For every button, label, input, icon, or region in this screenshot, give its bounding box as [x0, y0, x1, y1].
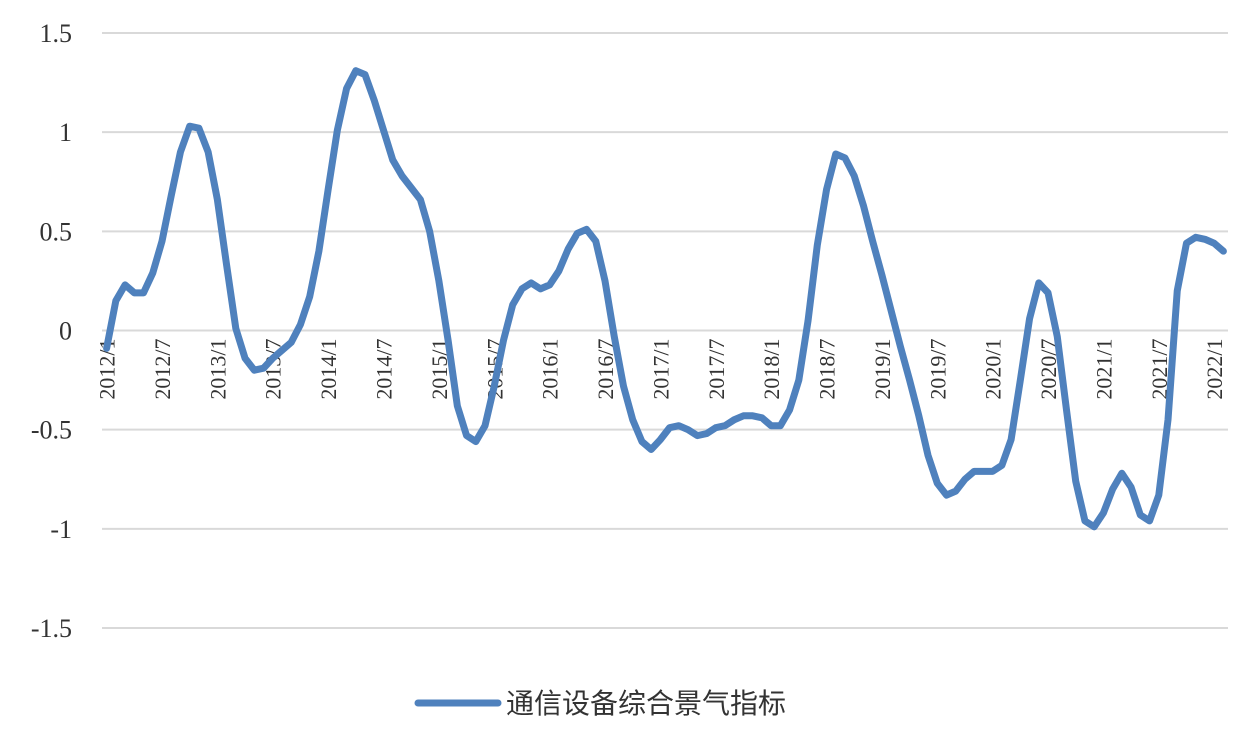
x-tick-label: 2014/7 — [372, 339, 397, 400]
x-tick-label: 2018/7 — [815, 339, 840, 400]
y-tick-label: 0.5 — [40, 217, 73, 246]
x-tick-label: 2019/1 — [870, 339, 895, 400]
y-tick-label: 1.5 — [40, 19, 73, 48]
x-tick-label: 2012/7 — [150, 339, 175, 400]
x-tick-label: 2017/1 — [648, 339, 673, 400]
y-tick-label: 0 — [59, 317, 72, 346]
x-tick-label: 2022/1 — [1202, 339, 1227, 400]
y-tick-label: 1 — [59, 118, 72, 147]
y-tick-label: -1.5 — [31, 614, 72, 643]
x-tick-label: 2017/7 — [704, 339, 729, 400]
legend-label: 通信设备综合景气指标 — [506, 688, 786, 720]
y-tick-label: -0.5 — [31, 416, 72, 445]
x-tick-label: 2018/1 — [759, 339, 784, 400]
x-tick-label: 2020/1 — [981, 339, 1006, 400]
x-tick-label: 2013/1 — [205, 339, 230, 400]
y-tick-label: -1 — [50, 515, 72, 544]
x-tick-label: 2019/7 — [925, 339, 950, 400]
line-series — [103, 67, 1227, 531]
x-tick-label: 2021/1 — [1091, 339, 1116, 400]
x-tick-label: 2016/1 — [538, 339, 563, 400]
x-tick-label: 2014/1 — [316, 339, 341, 400]
